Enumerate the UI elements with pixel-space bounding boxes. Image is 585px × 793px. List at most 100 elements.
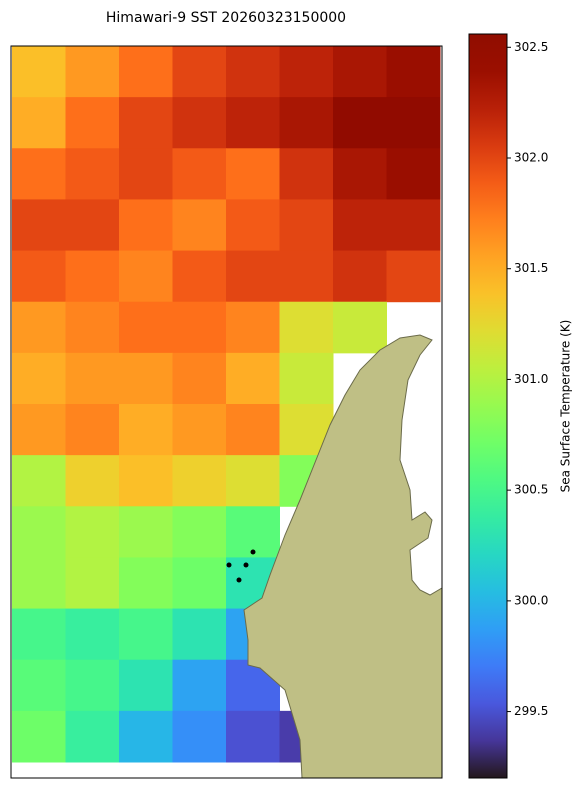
map-frame — [10, 45, 443, 779]
sst-cell — [65, 199, 120, 252]
sst-cell — [12, 250, 66, 303]
colorbar-tick-label: 302.0 — [514, 151, 548, 165]
sst-cell — [119, 557, 173, 610]
sst-cell — [12, 352, 66, 405]
sst-cell — [65, 250, 120, 303]
sst-cell — [226, 97, 280, 149]
sst-cell — [119, 97, 173, 149]
sst-cell — [65, 455, 120, 507]
sst-cell — [119, 148, 173, 200]
sst-cell — [119, 506, 173, 558]
sst-cell — [226, 46, 280, 98]
sst-cell — [119, 46, 173, 98]
sst-cell — [12, 506, 66, 558]
sst-cell — [226, 148, 280, 200]
sst-cell — [119, 404, 173, 456]
sst-cell — [172, 608, 227, 661]
sst-cell — [333, 199, 387, 252]
sst-cell — [226, 404, 280, 456]
sst-cell — [386, 250, 441, 303]
sst-cell — [172, 250, 227, 303]
sst-cell — [172, 352, 227, 405]
sst-cell — [119, 455, 173, 507]
colorbar-tick-label: 301.5 — [514, 261, 548, 275]
sst-cell — [172, 710, 227, 763]
colorbar — [468, 33, 508, 779]
sst-cell — [12, 199, 66, 252]
sst-cell — [333, 46, 387, 98]
sst-cell — [12, 557, 66, 610]
sst-cell — [119, 301, 173, 354]
sst-cell — [172, 148, 227, 200]
sst-cell — [279, 148, 334, 200]
sst-cell — [12, 301, 66, 354]
colorbar-tick-label: 300.5 — [514, 483, 548, 497]
sst-cell — [65, 659, 120, 712]
sst-cell — [65, 148, 120, 200]
sst-cell — [226, 352, 280, 405]
sst-cell — [172, 199, 227, 252]
colorbar-tick-label: 302.5 — [514, 40, 548, 54]
colorbar-label: Sea Surface Temperature (K) — [559, 320, 573, 493]
sst-cell — [333, 97, 387, 149]
sst-cell — [12, 710, 66, 763]
sst-cell — [279, 250, 334, 303]
sst-cell — [279, 352, 334, 405]
sst-cell — [12, 608, 66, 661]
sst-cell — [65, 710, 120, 763]
sst-cell — [279, 199, 334, 252]
sst-cell — [172, 97, 227, 149]
sst-cell — [226, 506, 280, 558]
marker — [243, 562, 249, 568]
colorbar-tick-label: 301.0 — [514, 372, 548, 386]
sst-cell — [172, 659, 227, 712]
sst-cell — [119, 250, 173, 303]
sst-cell — [119, 710, 173, 763]
marker — [236, 577, 242, 583]
markers — [226, 549, 256, 583]
sst-cell — [119, 608, 173, 661]
sst-cell — [12, 404, 66, 456]
sst-cell — [279, 97, 334, 149]
sst-cell — [279, 301, 334, 354]
sst-cell — [65, 97, 120, 149]
sst-cell — [226, 710, 280, 763]
sst-cell — [65, 608, 120, 661]
marker — [226, 562, 232, 568]
sst-cell — [12, 46, 66, 98]
sst-cell — [172, 301, 227, 354]
sst-cell — [65, 506, 120, 558]
sst-cell — [333, 301, 387, 354]
sst-raster — [12, 46, 441, 763]
chart-title: Himawari-9 SST 20260323150000 — [106, 10, 346, 26]
sst-cell — [119, 199, 173, 252]
sst-cell — [386, 148, 441, 200]
sst-cell — [12, 148, 66, 200]
colorbar-tick-label: 300.0 — [514, 593, 548, 607]
sst-cell — [119, 659, 173, 712]
sst-cell — [172, 46, 227, 98]
sst-cell — [386, 97, 441, 149]
sst-cell — [65, 352, 120, 405]
sst-cell — [65, 301, 120, 354]
sst-cell — [65, 404, 120, 456]
sst-cell — [172, 455, 227, 507]
sst-cell — [386, 46, 441, 98]
marker — [250, 549, 256, 555]
sst-cell — [386, 199, 441, 252]
sst-cell — [226, 250, 280, 303]
sst-cell — [119, 352, 173, 405]
sst-cell — [172, 506, 227, 558]
sst-cell — [226, 455, 280, 507]
sst-cell — [65, 557, 120, 610]
sst-cell — [333, 250, 387, 303]
sst-cell — [333, 148, 387, 200]
sst-cell — [172, 404, 227, 456]
sst-cell — [172, 557, 227, 610]
colorbar-tick-label: 299.5 — [514, 704, 548, 718]
sst-cell — [12, 97, 66, 149]
sst-cell — [12, 455, 66, 507]
sst-cell — [226, 301, 280, 354]
sst-cell — [12, 659, 66, 712]
